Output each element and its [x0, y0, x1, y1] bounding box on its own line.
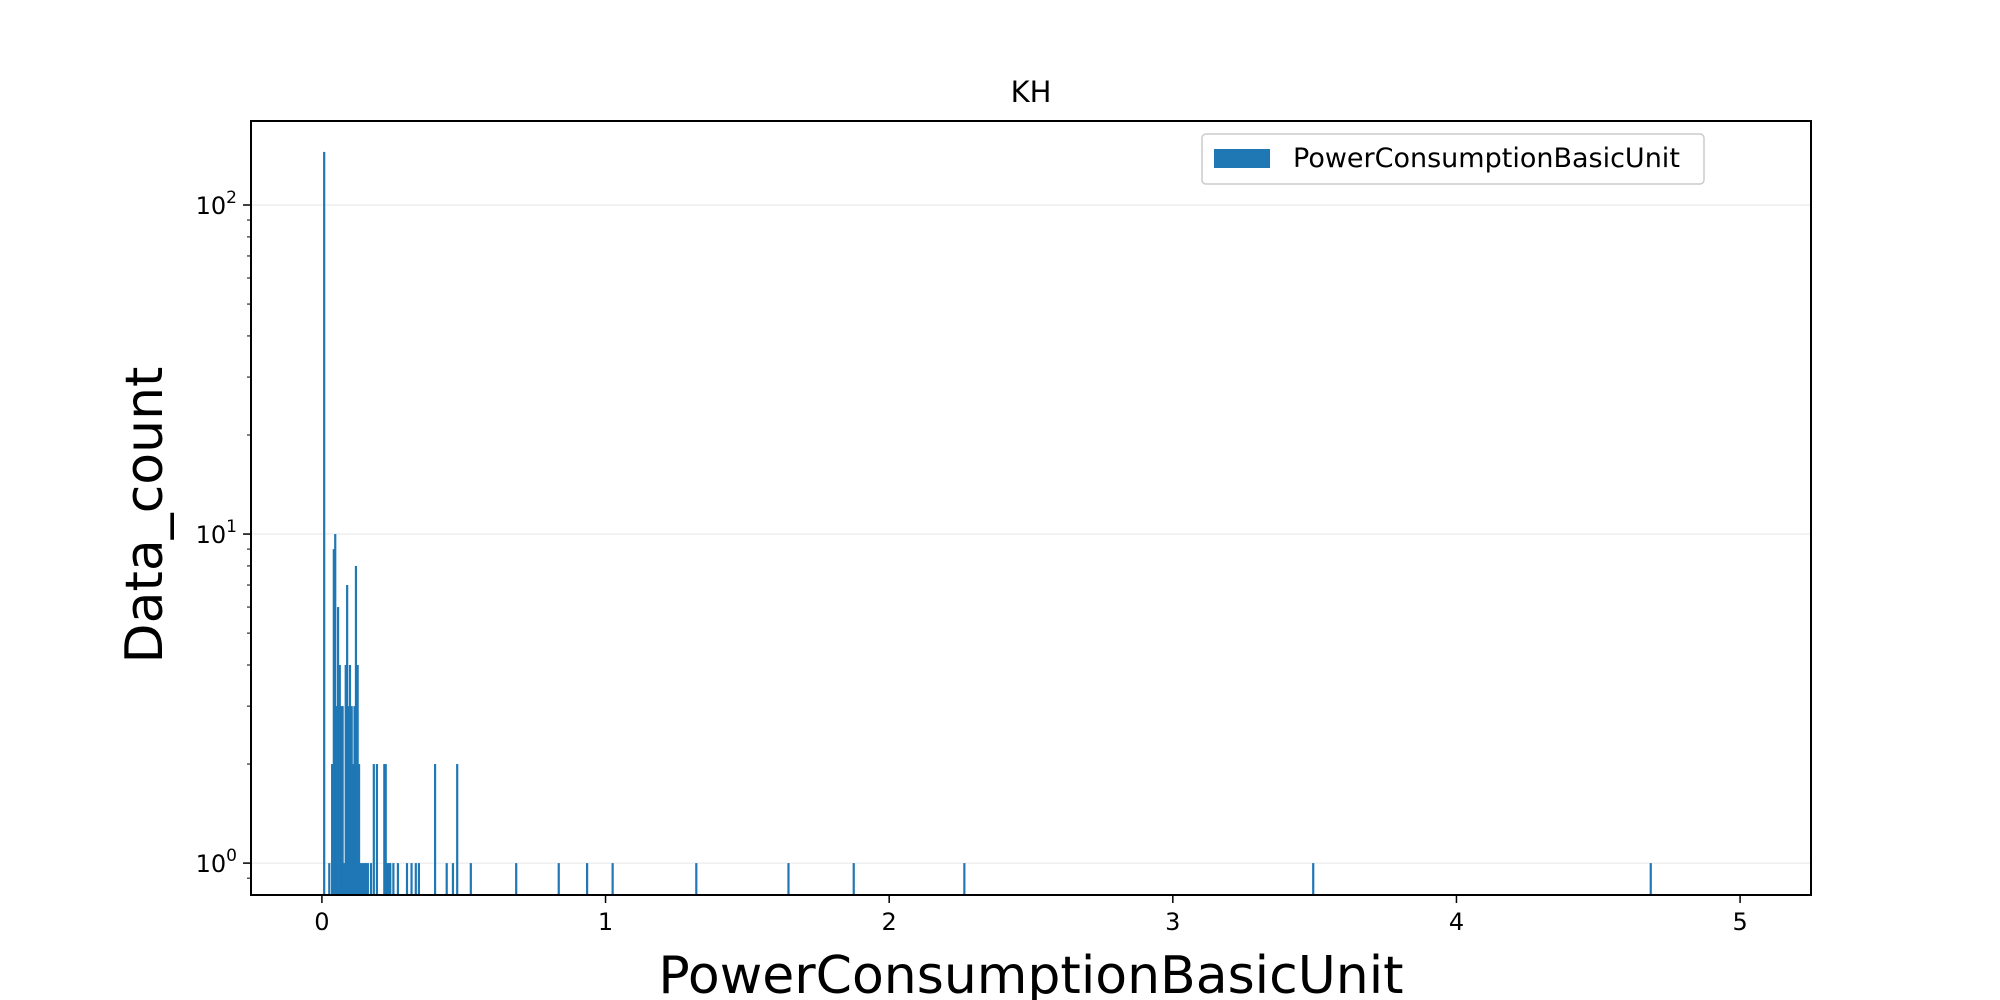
x-tick-label: 4: [1449, 908, 1464, 936]
histogram-bar: [344, 664, 347, 895]
y-axis-label: Data_count: [115, 367, 175, 664]
histogram-bar: [346, 585, 349, 895]
x-tick-label: 3: [1165, 908, 1180, 936]
histogram-bar: [365, 863, 368, 895]
y-grid-lines: [251, 204, 1811, 864]
histogram-bar: [338, 664, 341, 895]
legend: PowerConsumptionBasicUnit: [1201, 133, 1705, 185]
histogram-bar: [405, 863, 409, 895]
histogram-bar: [414, 863, 417, 895]
histogram-bar: [372, 764, 375, 895]
histogram-bar: [350, 706, 353, 895]
histogram-bar: [433, 764, 437, 895]
histogram-bar: [445, 863, 448, 895]
histogram-bar: [354, 565, 358, 895]
histogram-bar: [366, 863, 369, 895]
histogram-bar: [557, 863, 560, 895]
legend-entry-label: PowerConsumptionBasicUnit: [1293, 143, 1680, 174]
histogram-bar: [352, 764, 355, 895]
legend-swatch: [1214, 149, 1270, 168]
histogram-bar: [335, 706, 338, 895]
histogram-bar: [387, 863, 390, 895]
histogram-bar: [451, 863, 455, 895]
histogram-bar: [360, 863, 364, 895]
legend-box: [1201, 133, 1705, 185]
histogram-bar: [963, 863, 966, 895]
histogram-bar: [331, 764, 334, 895]
histogram-bar: [323, 151, 326, 896]
histogram-bar: [586, 863, 589, 895]
histogram-bar: [386, 863, 389, 895]
histogram-bar: [1649, 863, 1652, 895]
histogram-bar: [359, 863, 362, 895]
chart-title: KH: [1011, 75, 1052, 109]
histogram-bar: [469, 863, 472, 895]
y-tick-label: 100: [196, 846, 237, 878]
histogram-bar: [383, 764, 386, 895]
histogram-bar: [456, 764, 459, 895]
histogram-bar: [362, 863, 365, 895]
y-tick-label: 101: [196, 517, 237, 549]
histogram-bar: [340, 706, 343, 895]
histogram-bar: [348, 664, 352, 895]
x-tick-label: 1: [598, 908, 613, 936]
histogram-bar: [341, 706, 344, 895]
histogram-bar: [515, 863, 518, 895]
histogram-bar: [342, 863, 346, 895]
y-tick-label: 102: [196, 188, 237, 220]
histogram-bar: [392, 863, 395, 895]
bars: [323, 151, 1652, 896]
histogram-bar: [336, 607, 340, 895]
histogram-bar: [396, 863, 400, 895]
histogram-bar: [334, 534, 337, 895]
histogram-bar: [695, 863, 698, 895]
histogram-bar: [356, 664, 359, 895]
histogram-bar: [328, 863, 331, 895]
histogram-bar: [417, 863, 421, 895]
x-tick-label: 0: [314, 908, 329, 936]
x-tick-label: 5: [1732, 908, 1747, 936]
histogram-bar: [347, 706, 350, 895]
histogram-bar: [353, 706, 356, 895]
histogram-bar: [787, 863, 790, 895]
x-axis: 0 1 2 3 4 5: [314, 895, 1748, 936]
histogram-bar: [1312, 863, 1315, 895]
y-axis: 100 101 102: [196, 188, 251, 879]
histogram-bar: [357, 764, 361, 895]
histogram-bar: [852, 863, 855, 895]
histogram-bar: [410, 863, 413, 895]
histogram-bar: [332, 549, 335, 895]
histogram-bar: [611, 863, 614, 895]
histogram-bar: [369, 863, 373, 895]
plot-frame: [250, 120, 1812, 896]
histogram-bar: [363, 863, 367, 895]
histogram-bar: [389, 863, 392, 895]
x-tick-label: 2: [882, 908, 897, 936]
x-axis-label: PowerConsumptionBasicUnit: [658, 946, 1403, 1000]
histogram-bar: [384, 764, 387, 895]
histogram-bar: [375, 764, 379, 895]
